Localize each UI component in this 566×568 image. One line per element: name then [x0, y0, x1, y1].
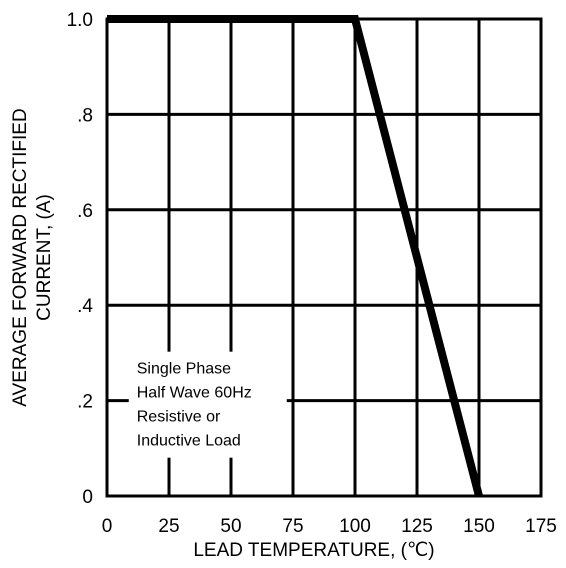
annotation-line: Inductive Load	[137, 433, 241, 450]
y-axis-label-line-2: CURRENT, (A)	[34, 194, 55, 321]
x-tick-label: 75	[282, 516, 303, 537]
y-tick-label: .6	[77, 201, 93, 222]
x-tick-label: 25	[158, 516, 179, 537]
x-axis-label: LEAD TEMPERATURE, (℃)	[193, 540, 434, 561]
annotation-line: Resistive or	[137, 409, 221, 426]
annotation: Single Phase Half Wave 60Hz Resistive or In…	[137, 361, 252, 450]
y-tick-label: 0	[82, 487, 93, 508]
x-tick-label: 100	[339, 516, 371, 537]
series-group	[107, 15, 483, 498]
annotation-background	[128, 351, 287, 458]
x-tick-label: 50	[220, 516, 241, 537]
tick-labels: 0 25 50 75 100 125 150 175 0 .2 .4 .6 .8 1.0	[67, 10, 557, 537]
series-line	[107, 15, 483, 498]
y-axis-label-line-1: AVERAGE FORWARD RECTIFIED	[10, 108, 31, 406]
annotation-line: Half Wave 60Hz	[137, 385, 252, 402]
y-tick-label: .2	[77, 392, 93, 413]
x-tick-label: 125	[401, 516, 433, 537]
y-tick-label: .8	[77, 105, 93, 126]
x-tick-label: 150	[463, 516, 495, 537]
x-tick-label: 175	[525, 516, 557, 537]
x-tick-label: 0	[102, 516, 113, 537]
annotation-line: Single Phase	[137, 361, 231, 378]
y-tick-label: .4	[77, 296, 93, 317]
y-tick-label: 1.0	[67, 10, 93, 31]
